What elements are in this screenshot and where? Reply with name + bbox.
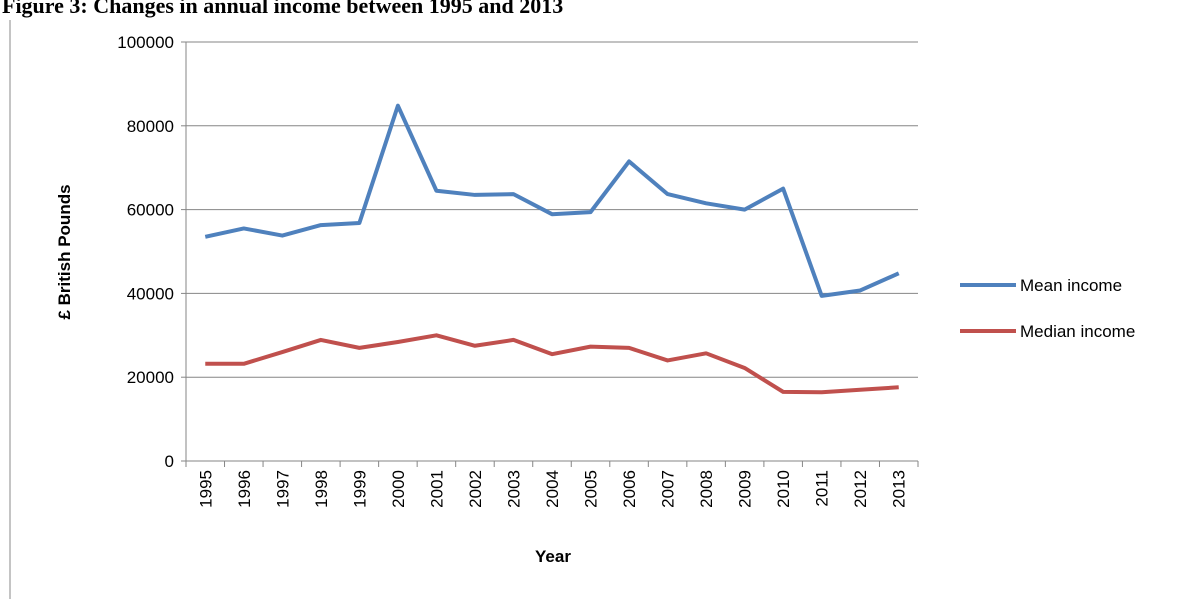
chart-title: Figure 3: Changes in annual income betwe… bbox=[2, 0, 563, 18]
x-tick-label: 2005 bbox=[582, 470, 601, 508]
x-tick-label: 1995 bbox=[196, 470, 215, 508]
y-tick-label: 40000 bbox=[127, 284, 174, 303]
x-tick-label: 1999 bbox=[350, 470, 369, 508]
x-tick-label: 1997 bbox=[273, 470, 292, 508]
x-tick-label: 1998 bbox=[312, 470, 331, 508]
y-axis-label: £ British Pounds bbox=[55, 184, 74, 319]
line-series bbox=[205, 333, 899, 395]
x-tick-label: 2009 bbox=[736, 470, 755, 508]
y-tick-label: 60000 bbox=[127, 201, 174, 220]
y-tick-label: 0 bbox=[165, 452, 174, 471]
x-tick-label: 2003 bbox=[504, 470, 523, 508]
x-tick-label: 2006 bbox=[620, 470, 639, 508]
y-tick-label: 20000 bbox=[127, 368, 174, 387]
y-tick-label: 100000 bbox=[117, 33, 174, 52]
x-tick-label: 2011 bbox=[813, 470, 832, 507]
x-axis-label: Year bbox=[535, 547, 571, 566]
x-tick-label: 2013 bbox=[890, 470, 909, 508]
x-tick-label: 1996 bbox=[235, 470, 254, 508]
x-tick-label: 2010 bbox=[774, 470, 793, 508]
line-series bbox=[204, 103, 900, 298]
x-tick-label: 2000 bbox=[389, 470, 408, 508]
x-tick-label: 2012 bbox=[851, 470, 870, 508]
x-tick-label: 2002 bbox=[466, 470, 485, 508]
x-tick-label: 2004 bbox=[543, 470, 562, 508]
x-tick-label: 2008 bbox=[697, 470, 716, 508]
legend-label: Median income bbox=[1020, 322, 1135, 341]
legend-label: Mean income bbox=[1020, 276, 1122, 295]
x-tick-label: 2007 bbox=[659, 470, 678, 508]
y-tick-label: 80000 bbox=[127, 117, 174, 136]
x-tick-label: 2001 bbox=[427, 470, 446, 508]
